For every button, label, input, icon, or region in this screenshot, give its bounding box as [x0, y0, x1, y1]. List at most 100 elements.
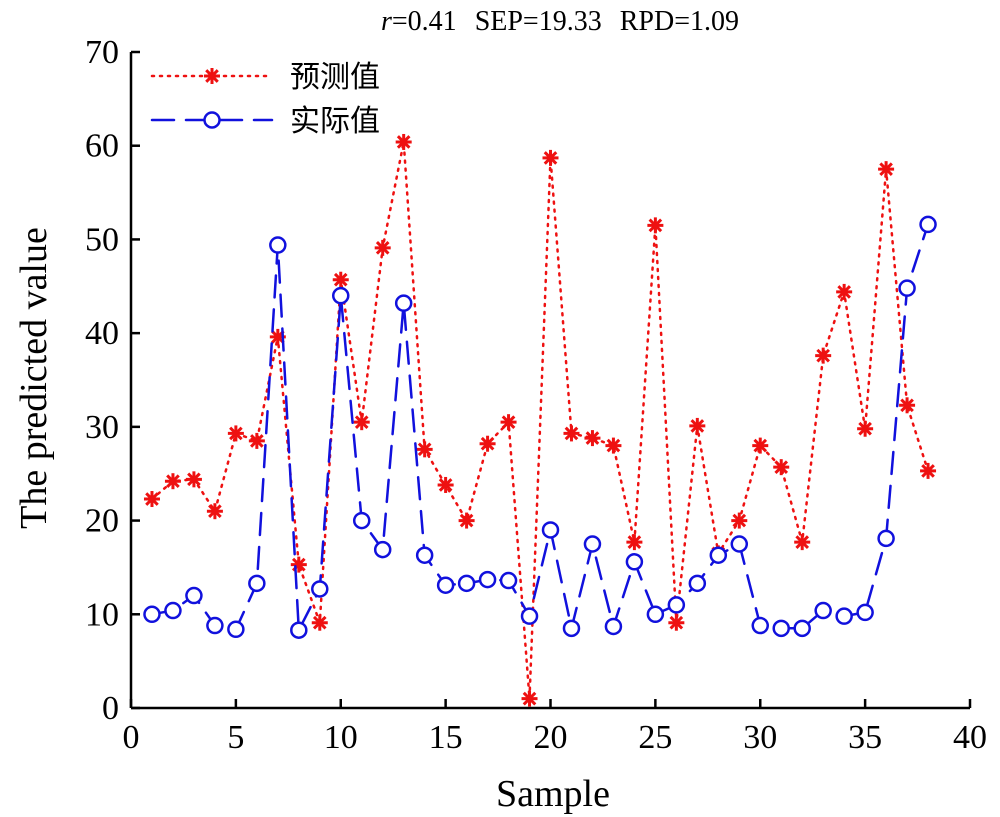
series-1-point	[395, 133, 412, 150]
series-2-point	[583, 535, 602, 553]
series-1-point	[227, 425, 244, 442]
series-1-point	[563, 425, 580, 442]
series-2-point	[143, 605, 161, 624]
series-2-point	[646, 605, 665, 624]
series-1-point	[605, 437, 622, 454]
series-1-point	[290, 556, 307, 573]
series-2-point	[856, 603, 874, 622]
series-1-point	[815, 347, 832, 364]
series-2-point	[898, 279, 916, 297]
series-2-point	[541, 521, 560, 539]
x-tick-label: 40	[953, 719, 987, 756]
legend-marker-1	[204, 68, 220, 84]
series-1-point	[878, 161, 895, 178]
series-2-point	[352, 511, 371, 530]
series-1-point	[521, 690, 538, 707]
series-1-point	[311, 614, 328, 631]
x-tick-label: 5	[227, 719, 244, 756]
y-axis-title: The predicted value	[13, 227, 55, 529]
series-2-point	[415, 546, 434, 564]
series-1-point	[353, 414, 370, 431]
series-1-point	[689, 417, 706, 434]
y-tick-label: 30	[85, 409, 119, 446]
series-1-point	[164, 473, 181, 490]
series-2-point	[457, 574, 476, 593]
series-2-point	[814, 601, 832, 620]
series-1-point	[374, 239, 391, 256]
series-2-point	[332, 286, 350, 305]
series-1-point	[731, 512, 748, 529]
series-2-point	[835, 607, 853, 625]
series-1-point	[773, 459, 790, 476]
series-1-point	[185, 471, 202, 488]
series-2-point	[499, 571, 518, 590]
series-1-point	[668, 614, 685, 631]
series-1-point	[479, 435, 496, 452]
legend-label-2: 实际值	[290, 104, 380, 139]
series-2-point	[185, 586, 203, 605]
series-1-point	[458, 512, 475, 529]
stat-r-symbol: r	[381, 6, 392, 37]
series-1-point	[836, 283, 853, 300]
series-1-point	[899, 397, 916, 414]
series-1-point	[332, 271, 349, 288]
legend-label-1: 预测值	[290, 60, 380, 95]
x-tick-label: 15	[429, 719, 463, 756]
x-tick-label: 20	[534, 719, 568, 756]
series-2-point	[164, 601, 182, 620]
chart-stats: r=0.41 SEP=19.33 RPD=1.09	[381, 6, 739, 37]
stat-sep: SEP=19.33	[475, 6, 602, 37]
y-tick-label: 40	[85, 315, 119, 352]
series-2-point	[562, 619, 581, 638]
stat-rpd: RPD=1.09	[620, 6, 739, 37]
series-2-point	[269, 236, 287, 254]
series-1-point	[500, 414, 517, 431]
series-2-point	[877, 529, 895, 548]
series-2-point	[290, 621, 308, 639]
y-tick-label: 60	[85, 128, 119, 165]
y-tick-label: 70	[85, 34, 119, 71]
x-tick-label: 35	[848, 719, 882, 756]
series-1-point	[416, 441, 433, 458]
series-2-point	[227, 620, 245, 639]
x-tick-label: 0	[123, 719, 140, 756]
x-axis-title: Sample	[496, 773, 610, 815]
y-tick-label: 10	[85, 596, 119, 633]
series-1-point	[542, 149, 559, 166]
series-1-point	[920, 462, 937, 479]
series-1-point	[584, 430, 601, 447]
series-line-2	[150, 223, 930, 635]
plot-area: 0 5 10 15 20 25 30 35 40 0 10 20 30 40 50 60 70	[85, 34, 987, 756]
series-2-point	[520, 607, 539, 625]
series-2-point	[478, 570, 497, 589]
series-2-point	[373, 540, 392, 559]
series-1-point	[857, 420, 874, 437]
series-line-1	[150, 141, 930, 699]
series-2-point	[730, 535, 749, 553]
series-2-point	[688, 574, 707, 593]
series-1-point	[752, 437, 769, 454]
stat-r-value: =0.41	[392, 6, 457, 37]
x-tick-label: 25	[638, 719, 672, 756]
series-2-point	[436, 576, 455, 594]
series-2-point	[206, 616, 224, 635]
legend-marker-2	[203, 111, 221, 129]
series-2-point	[667, 596, 686, 614]
series-2-point	[248, 574, 266, 593]
y-tick-label: 20	[85, 503, 119, 540]
series-1-point	[143, 491, 160, 508]
y-tick-label: 50	[85, 221, 119, 258]
series-1-point	[206, 503, 223, 520]
series-1-point	[794, 534, 811, 551]
series-2-point	[311, 580, 329, 598]
series-1-point	[437, 476, 454, 493]
x-tick-label: 10	[324, 719, 358, 756]
series-2-point	[709, 546, 728, 564]
series-2-point	[919, 215, 937, 234]
x-tick-label: 30	[743, 719, 777, 756]
series-2-point	[394, 294, 413, 312]
series-2-point	[772, 619, 790, 638]
series-1-point	[647, 217, 664, 234]
